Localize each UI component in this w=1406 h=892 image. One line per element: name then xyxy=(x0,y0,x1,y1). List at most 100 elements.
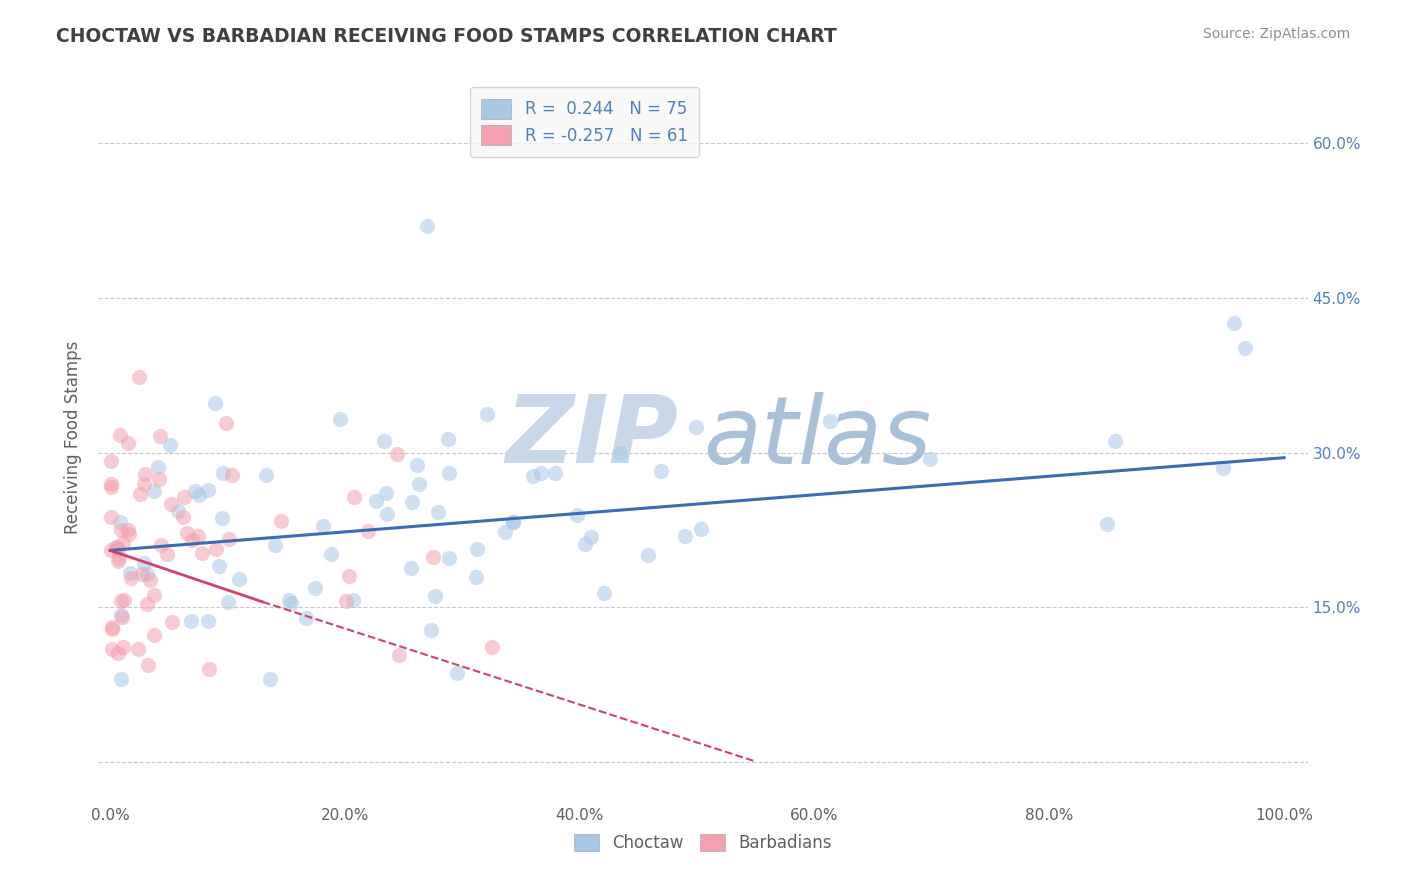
Point xyxy=(143,588,166,602)
Point xyxy=(388,648,411,663)
Point xyxy=(110,594,132,608)
Point xyxy=(465,542,488,557)
Point xyxy=(1234,341,1257,355)
Point xyxy=(637,548,659,562)
Point xyxy=(342,592,364,607)
Point xyxy=(128,369,150,384)
Point xyxy=(100,454,122,468)
Point xyxy=(427,505,450,519)
Point xyxy=(211,510,233,524)
Point xyxy=(446,666,468,681)
Point xyxy=(181,533,204,548)
Point xyxy=(364,493,387,508)
Point xyxy=(101,641,124,656)
Point xyxy=(105,541,128,555)
Point xyxy=(100,509,122,524)
Point xyxy=(1104,434,1126,448)
Point xyxy=(136,566,159,581)
Legend: Choctaw, Barbadians: Choctaw, Barbadians xyxy=(565,825,841,860)
Point xyxy=(337,569,360,583)
Point xyxy=(149,429,172,443)
Point xyxy=(328,412,350,426)
Point xyxy=(127,642,149,657)
Point xyxy=(131,566,153,581)
Point xyxy=(221,468,243,483)
Point xyxy=(690,522,713,536)
Point xyxy=(120,571,142,585)
Point xyxy=(107,647,129,661)
Point xyxy=(1212,460,1234,475)
Point xyxy=(592,585,614,599)
Point xyxy=(818,414,841,428)
Point xyxy=(197,483,219,498)
Point xyxy=(204,396,226,410)
Point xyxy=(139,573,162,587)
Point xyxy=(416,219,439,233)
Point xyxy=(319,547,342,561)
Point xyxy=(148,472,170,486)
Point xyxy=(437,432,460,446)
Point xyxy=(190,546,212,560)
Point xyxy=(673,529,696,543)
Point xyxy=(111,610,134,624)
Point xyxy=(375,485,398,500)
Point xyxy=(160,497,183,511)
Text: ZIP: ZIP xyxy=(506,391,679,483)
Point xyxy=(270,514,292,528)
Point xyxy=(111,640,134,655)
Point xyxy=(685,420,707,434)
Text: atlas: atlas xyxy=(703,392,931,483)
Point xyxy=(156,547,179,561)
Point xyxy=(108,427,131,442)
Point xyxy=(422,550,444,565)
Point xyxy=(120,566,142,580)
Point xyxy=(263,538,285,552)
Point xyxy=(208,558,231,573)
Point xyxy=(132,476,155,491)
Point xyxy=(502,516,524,530)
Point xyxy=(105,540,128,554)
Point xyxy=(574,536,596,550)
Text: CHOCTAW VS BARBADIAN RECEIVING FOOD STAMPS CORRELATION CHART: CHOCTAW VS BARBADIAN RECEIVING FOOD STAM… xyxy=(56,27,837,45)
Point xyxy=(377,507,399,521)
Y-axis label: Receiving Food Stamps: Receiving Food Stamps xyxy=(65,341,83,533)
Point xyxy=(304,581,326,595)
Point xyxy=(173,490,195,504)
Point xyxy=(385,447,408,461)
Point xyxy=(437,466,460,480)
Point xyxy=(107,542,129,557)
Point xyxy=(160,615,183,629)
Point xyxy=(423,589,446,603)
Point xyxy=(143,627,166,641)
Point xyxy=(188,488,211,502)
Point xyxy=(136,658,159,673)
Point xyxy=(494,525,516,540)
Point xyxy=(176,526,198,541)
Point xyxy=(187,529,209,543)
Point xyxy=(373,434,395,449)
Point xyxy=(212,467,235,481)
Point xyxy=(502,515,524,529)
Point xyxy=(357,524,380,538)
Point xyxy=(108,550,131,565)
Point xyxy=(1223,317,1246,331)
Point xyxy=(159,437,181,451)
Point xyxy=(197,614,219,628)
Point xyxy=(437,551,460,566)
Point xyxy=(294,610,316,624)
Point xyxy=(108,516,131,530)
Point xyxy=(405,458,427,473)
Point xyxy=(481,640,503,654)
Point xyxy=(522,469,544,483)
Point xyxy=(118,527,141,541)
Point xyxy=(567,508,589,523)
Point xyxy=(1097,516,1119,531)
Point xyxy=(228,572,250,586)
Point xyxy=(217,595,239,609)
Point xyxy=(107,554,129,568)
Point xyxy=(172,509,194,524)
Point xyxy=(343,490,366,504)
Point xyxy=(530,467,553,481)
Point xyxy=(218,532,240,546)
Point xyxy=(278,593,301,607)
